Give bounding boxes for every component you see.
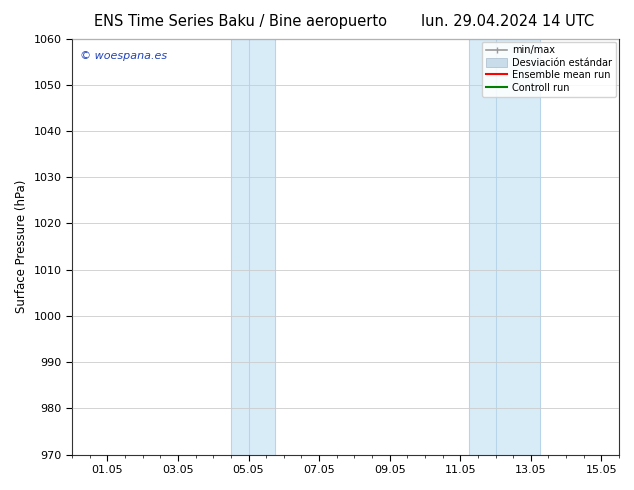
Bar — [496, 39, 540, 455]
Text: © woespana.es: © woespana.es — [81, 51, 167, 61]
Bar — [249, 39, 275, 455]
Bar — [469, 39, 496, 455]
Bar — [231, 39, 249, 455]
Text: lun. 29.04.2024 14 UTC: lun. 29.04.2024 14 UTC — [420, 14, 594, 29]
Legend: min/max, Desviación estándar, Ensemble mean run, Controll run: min/max, Desviación estándar, Ensemble m… — [482, 42, 616, 97]
Text: ENS Time Series Baku / Bine aeropuerto: ENS Time Series Baku / Bine aeropuerto — [94, 14, 387, 29]
Y-axis label: Surface Pressure (hPa): Surface Pressure (hPa) — [15, 180, 28, 313]
